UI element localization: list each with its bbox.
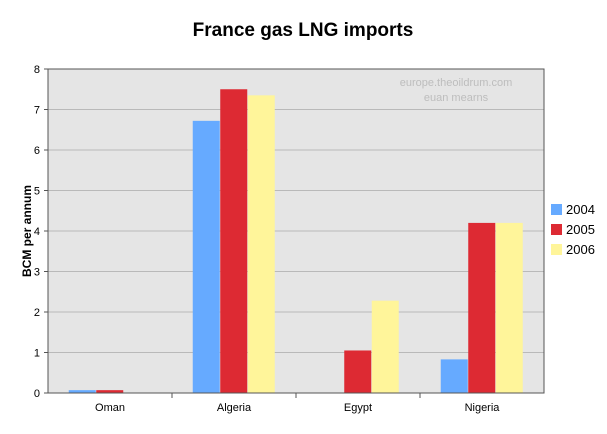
y-tick-labels: 0 1 2 3 4 5 6 7 8	[34, 64, 40, 400]
axes	[44, 68, 545, 398]
legend: 2004 2005 2006	[551, 202, 595, 257]
legend-swatch-2004	[551, 204, 562, 215]
y-tick-label: 7	[34, 105, 40, 117]
legend-label-2006: 2006	[566, 242, 595, 257]
bar-2004-nigeria	[440, 359, 468, 393]
bar-2005-egypt	[344, 350, 372, 393]
bar-2006-nigeria	[495, 222, 523, 393]
legend-label-2005: 2005	[566, 222, 595, 237]
y-tick-label: 1	[34, 348, 40, 360]
bars	[68, 89, 523, 393]
x-tick-label: Egypt	[344, 402, 372, 414]
y-tick-label: 4	[34, 226, 40, 238]
watermark-line: europe.theoildrum.com	[400, 77, 513, 89]
legend-swatch-2005	[551, 224, 562, 235]
y-tick-label: 5	[34, 186, 40, 198]
y-tick-label: 8	[34, 64, 40, 76]
chart-title: France gas LNG imports	[193, 20, 414, 41]
y-tick-label: 3	[34, 267, 40, 279]
bar-2005-algeria	[220, 89, 248, 393]
y-axis-label: BCM per annum	[20, 185, 34, 277]
x-tick-label: Algeria	[217, 402, 252, 414]
watermark-line: euan mearns	[424, 92, 489, 104]
x-tick-label: Nigeria	[465, 402, 501, 414]
bar-2006-algeria	[247, 95, 275, 393]
bar-2006-egypt	[371, 300, 399, 393]
legend-swatch-2006	[551, 244, 562, 255]
x-tick-label: Oman	[95, 402, 125, 414]
bar-2005-nigeria	[468, 222, 496, 393]
legend-label-2004: 2004	[566, 202, 595, 217]
bar-2004-algeria	[192, 120, 220, 393]
y-tick-label: 0	[34, 388, 40, 400]
y-tick-label: 2	[34, 307, 40, 319]
y-tick-label: 6	[34, 145, 40, 157]
bar-2005-oman	[96, 390, 124, 393]
x-tick-labels: Oman Algeria Egypt Nigeria	[95, 402, 500, 414]
bar-2004-oman	[68, 390, 96, 393]
watermark: europe.theoildrum.com euan mearns	[400, 77, 513, 104]
